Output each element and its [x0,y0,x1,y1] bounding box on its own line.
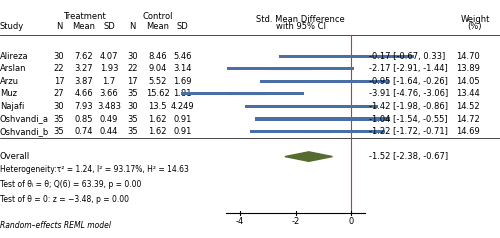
Text: Arzu: Arzu [0,77,19,86]
Text: 35: 35 [54,114,64,124]
Text: -1.04 [-1.54, -0.55]: -1.04 [-1.54, -0.55] [369,114,448,124]
Text: 1.62: 1.62 [148,127,167,136]
Text: 4.66: 4.66 [74,89,94,99]
FancyBboxPatch shape [245,105,378,108]
Text: SD: SD [176,22,188,31]
Text: 22: 22 [127,64,138,73]
Text: 4.07: 4.07 [100,52,118,61]
Text: Test of θᵢ = θ; Q(6) = 63.39, p = 0.00: Test of θᵢ = θ; Q(6) = 63.39, p = 0.00 [0,180,142,189]
Polygon shape [285,152,333,161]
Text: 14.72: 14.72 [456,114,480,124]
Text: with 95% CI: with 95% CI [276,22,326,31]
Text: 0.74: 0.74 [75,127,93,136]
Text: Mean: Mean [146,22,169,31]
Text: N: N [130,22,136,31]
Text: 5.46: 5.46 [174,52,192,61]
Text: Weight: Weight [460,15,490,24]
Text: -0.17 [-0.67, 0.33]: -0.17 [-0.67, 0.33] [369,52,446,61]
Text: 13.5: 13.5 [148,102,167,111]
Text: 3.87: 3.87 [74,77,94,86]
Text: Najafi: Najafi [0,102,24,111]
FancyBboxPatch shape [254,117,390,121]
Text: 0: 0 [348,217,354,226]
Text: 0.49: 0.49 [100,114,118,124]
Text: Random–effects REML model: Random–effects REML model [0,221,111,230]
Text: -1.42 [-1.98, -0.86]: -1.42 [-1.98, -0.86] [369,102,448,111]
Text: 15.62: 15.62 [146,89,170,99]
Text: Oshvandi_b: Oshvandi_b [0,127,49,136]
Text: -1.22 [-1.72, -0.71]: -1.22 [-1.72, -0.71] [369,127,448,136]
Text: 30: 30 [54,102,64,111]
Text: Test of θ = 0: z = −3.48, p = 0.00: Test of θ = 0: z = −3.48, p = 0.00 [0,195,129,204]
Text: 30: 30 [127,52,138,61]
Text: -3.91 [-4.76, -3.06]: -3.91 [-4.76, -3.06] [369,89,448,99]
Text: 17: 17 [54,77,64,86]
Text: 0.91: 0.91 [174,127,192,136]
Text: 0.85: 0.85 [75,114,93,124]
Text: 14.70: 14.70 [456,52,480,61]
Text: Study: Study [0,22,24,31]
Text: 7.93: 7.93 [74,102,94,111]
Text: 27: 27 [54,89,64,99]
Text: 5.52: 5.52 [148,77,166,86]
Text: 1.62: 1.62 [148,114,167,124]
Text: 0.91: 0.91 [174,114,192,124]
Text: N: N [56,22,62,31]
Text: (%): (%) [468,22,482,31]
FancyBboxPatch shape [227,67,354,70]
Text: Muz: Muz [0,89,17,99]
Text: 3.483: 3.483 [97,102,121,111]
Text: Overall: Overall [0,152,30,161]
Text: Alireza: Alireza [0,52,28,61]
Text: 4.249: 4.249 [170,102,194,111]
Text: 35: 35 [127,127,138,136]
Text: Mean: Mean [72,22,96,31]
Text: SD: SD [103,22,115,31]
Text: 1.81: 1.81 [174,89,192,99]
Text: -1.52 [-2.38, -0.67]: -1.52 [-2.38, -0.67] [369,152,448,161]
Text: 7.62: 7.62 [74,52,94,61]
Text: 3.27: 3.27 [74,64,94,73]
Text: 17: 17 [127,77,138,86]
Text: 8.46: 8.46 [148,52,167,61]
Text: 14.69: 14.69 [456,127,480,136]
FancyBboxPatch shape [181,92,304,95]
Text: 3.14: 3.14 [174,64,192,73]
Text: 30: 30 [54,52,64,61]
Text: 0.44: 0.44 [100,127,118,136]
Text: 14.52: 14.52 [456,102,480,111]
Text: 13.89: 13.89 [456,64,480,73]
Text: 3.66: 3.66 [100,89,118,99]
Text: 35: 35 [54,127,64,136]
Text: Arslan: Arslan [0,64,26,73]
FancyBboxPatch shape [250,130,384,133]
Text: 1.69: 1.69 [174,77,192,86]
Text: 14.05: 14.05 [456,77,480,86]
Text: Treatment: Treatment [62,12,106,21]
Text: 35: 35 [127,114,138,124]
Text: -4: -4 [236,217,244,226]
Text: 1.7: 1.7 [102,77,116,86]
Text: -0.95 [-1.64, -0.26]: -0.95 [-1.64, -0.26] [369,77,448,86]
Text: -2: -2 [292,217,300,226]
Text: Std. Mean Difference: Std. Mean Difference [256,15,345,24]
Text: 9.04: 9.04 [148,64,166,73]
FancyBboxPatch shape [279,55,414,58]
FancyBboxPatch shape [260,80,389,83]
Text: Oshvandi_a: Oshvandi_a [0,114,49,124]
Text: 30: 30 [127,102,138,111]
Text: 35: 35 [127,89,138,99]
Text: 13.44: 13.44 [456,89,480,99]
Text: 22: 22 [54,64,64,73]
Text: 1.93: 1.93 [100,64,118,73]
Text: Heterogeneity:τ² = 1.24, I² = 93.17%, H² = 14.63: Heterogeneity:τ² = 1.24, I² = 93.17%, H²… [0,165,189,174]
Text: Control: Control [142,12,173,21]
Text: -2.17 [-2.91, -1.44]: -2.17 [-2.91, -1.44] [369,64,448,73]
